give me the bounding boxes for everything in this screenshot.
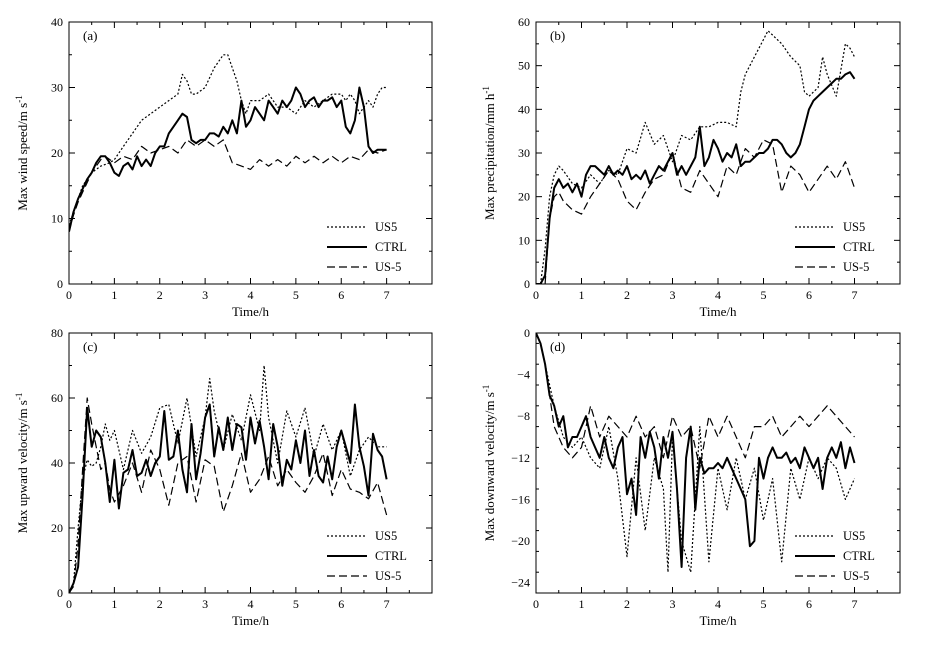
x-tick-label: 0	[66, 288, 72, 302]
x-axis-label: Time/h	[699, 304, 737, 319]
legend-label: CTRL	[843, 240, 875, 254]
y-tick-label: 20	[518, 190, 530, 204]
legend-label: US-5	[843, 569, 869, 583]
x-tick-label: 3	[202, 597, 208, 611]
x-tick-label: 2	[624, 597, 630, 611]
series-line-us-5	[69, 397, 388, 593]
panel-label: (c)	[83, 339, 97, 354]
x-tick-label: 2	[624, 288, 630, 302]
series-line-us-5	[69, 139, 387, 232]
y-tick-label: 40	[51, 456, 63, 470]
x-tick-label: 4	[715, 288, 721, 302]
legend-label: US5	[375, 220, 397, 234]
legend-label: CTRL	[375, 549, 407, 563]
y-tick-label: 0	[524, 277, 530, 291]
x-tick-label: 4	[715, 597, 721, 611]
x-tick-label: 6	[806, 288, 812, 302]
y-tick-label: 60	[518, 15, 530, 29]
y-tick-label: 40	[51, 15, 63, 29]
series-line-ctrl	[69, 86, 387, 232]
panel-d: 0 1 2 3 4 5 6 7 0 −4 −8 −12 −16 −20 −24 Time/h Max downw…	[481, 326, 901, 628]
y-tick-label: −12	[511, 451, 530, 465]
y-tick-label: 0	[57, 586, 63, 600]
y-tick-label: 50	[518, 59, 530, 73]
y-tick-label: 80	[51, 326, 63, 340]
y-tick-label: −24	[511, 576, 530, 590]
y-tick-label: −16	[511, 492, 530, 506]
legend-label: US5	[375, 529, 397, 543]
x-tick-label: 5	[293, 288, 299, 302]
x-axis-label: Time/h	[232, 613, 270, 628]
y-tick-label: 30	[51, 81, 63, 95]
series-line-ctrl	[69, 403, 388, 593]
series-line-us5	[539, 30, 856, 284]
y-tick-label: 30	[518, 146, 530, 160]
x-tick-label: 1	[579, 597, 585, 611]
x-tick-label: 0	[66, 597, 72, 611]
x-tick-label: 4	[248, 597, 254, 611]
panel-label: (b)	[550, 28, 565, 43]
legend-label: US-5	[843, 260, 869, 274]
legend-label: CTRL	[375, 240, 407, 254]
x-tick-label: 1	[111, 597, 117, 611]
x-axis-label: Time/h	[699, 613, 737, 628]
y-tick-label: 10	[518, 233, 530, 247]
y-axis-label: Max precipitation/mm h-1	[481, 86, 497, 220]
x-tick-label: 7	[852, 597, 858, 611]
y-tick-label: 0	[57, 277, 63, 291]
x-tick-label: 3	[670, 288, 676, 302]
legend-label: US-5	[375, 569, 401, 583]
x-tick-label: 7	[384, 597, 390, 611]
legend-label: US5	[843, 220, 865, 234]
x-tick-label: 2	[157, 288, 163, 302]
series-line-ctrl	[536, 71, 856, 284]
series-line-us5	[536, 333, 856, 573]
y-tick-label: 0	[524, 326, 530, 340]
x-tick-label: 4	[248, 288, 254, 302]
x-axis-label: Time/h	[232, 304, 270, 319]
x-tick-label: 7	[852, 288, 858, 302]
y-tick-label: −20	[511, 534, 530, 548]
series-line-us-5	[544, 139, 856, 284]
series-line-us5	[69, 364, 387, 593]
x-tick-label: 6	[806, 597, 812, 611]
y-axis-label: Max wind speed/m s-1	[14, 95, 30, 210]
panel-c: 0 1 2 3 4 5 6 7 0 20 40 60 80 Time/h Max upward veloci…	[14, 326, 433, 628]
x-tick-label: 5	[761, 288, 767, 302]
series-line-ctrl	[536, 333, 856, 568]
x-tick-label: 6	[338, 597, 344, 611]
x-tick-label: 5	[293, 597, 299, 611]
legend-label: US5	[843, 529, 865, 543]
legend-label: US-5	[375, 260, 401, 274]
x-tick-label: 7	[384, 288, 390, 302]
x-tick-label: 3	[202, 288, 208, 302]
x-tick-label: 2	[157, 597, 163, 611]
y-tick-label: 10	[51, 212, 63, 226]
x-tick-label: 3	[670, 597, 676, 611]
y-axis-label: Max downward velocity/m s-1	[481, 385, 497, 542]
y-tick-label: 20	[51, 521, 63, 535]
series-line-us-5	[536, 333, 855, 469]
y-tick-label: −8	[517, 409, 530, 423]
y-tick-label: 60	[51, 391, 63, 405]
x-tick-label: 0	[533, 288, 539, 302]
panel-a: 0 1 2 3 4 5 6 7 0 10 20 30 40 Time/h Max wind speed/m …	[14, 15, 433, 319]
panel-label: (d)	[550, 339, 565, 354]
series-line-us5	[69, 54, 387, 226]
x-tick-label: 1	[579, 288, 585, 302]
y-tick-label: 40	[518, 102, 530, 116]
panel-b: 0 1 2 3 4 5 6 7 0 10 20 30 40 50 60 Time/h Max precipita…	[481, 15, 901, 319]
legend-label: CTRL	[843, 549, 875, 563]
y-tick-label: 20	[51, 146, 63, 160]
x-tick-label: 5	[761, 597, 767, 611]
panel-label: (a)	[83, 28, 97, 43]
y-axis-label: Max upward velocity/m s-1	[14, 393, 30, 534]
x-tick-label: 0	[533, 597, 539, 611]
x-tick-label: 6	[338, 288, 344, 302]
y-tick-label: −4	[517, 368, 530, 382]
x-tick-label: 1	[111, 288, 117, 302]
